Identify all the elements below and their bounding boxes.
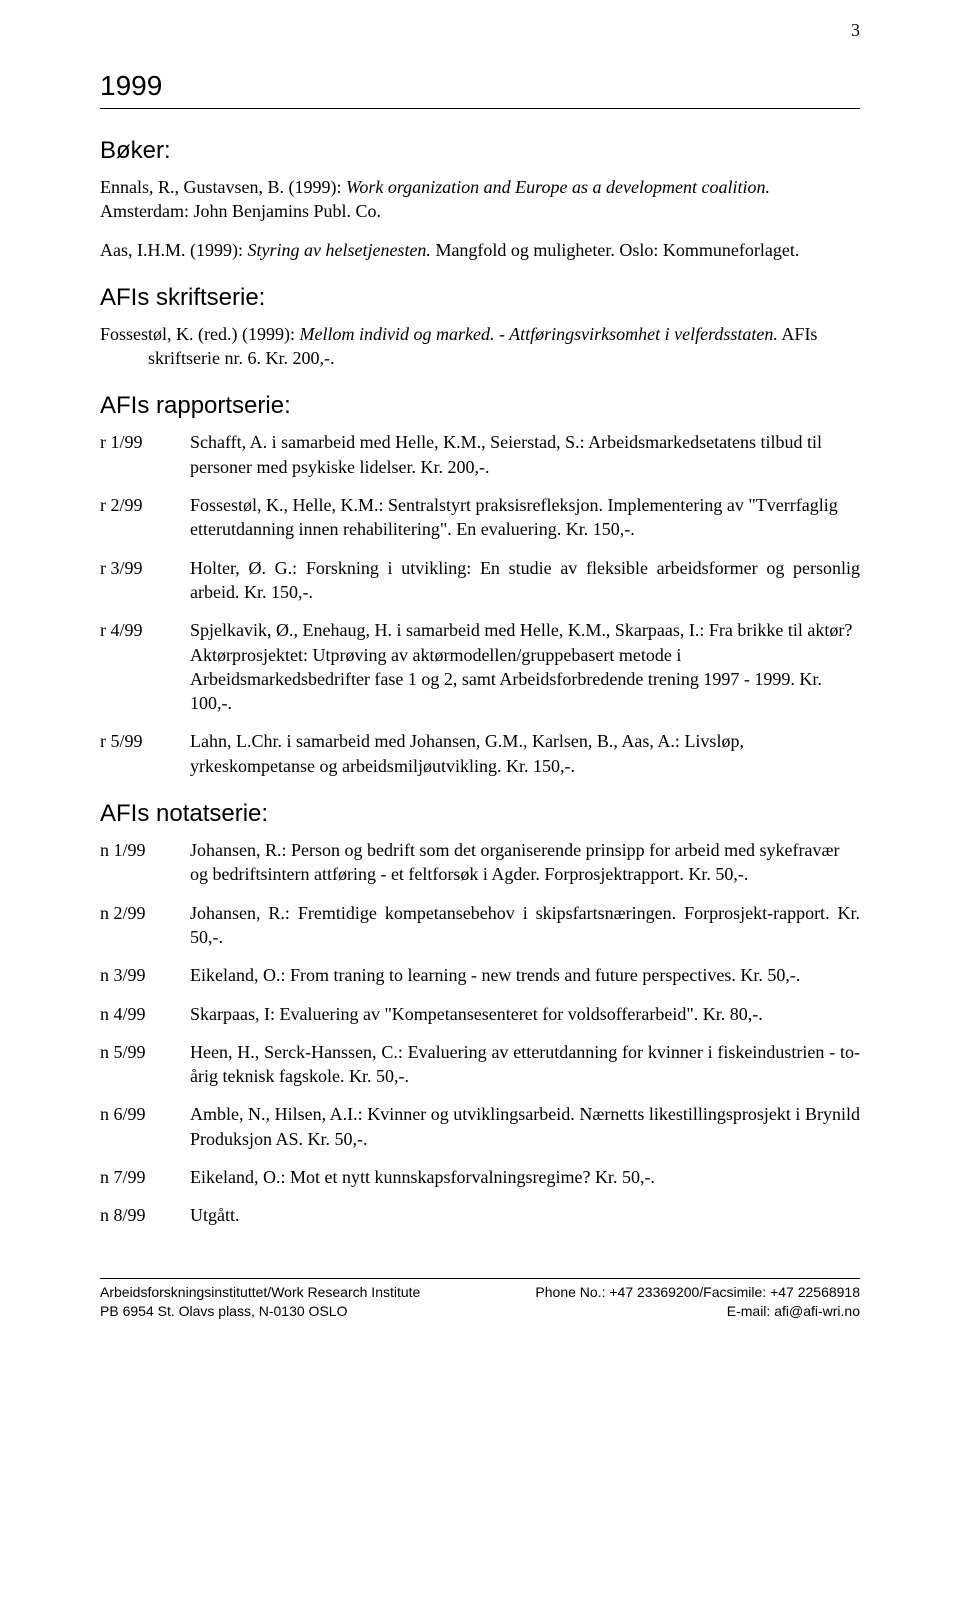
footer-phone: Phone No.: +47 23369200/Facsimile: +47 2… — [535, 1283, 860, 1303]
item-pre: Johansen, R.: — [190, 840, 291, 860]
section-heading-skriftserie: AFIs skriftserie: — [100, 284, 860, 312]
book-item: Ennals, R., Gustavsen, B. (1999): Work o… — [100, 175, 860, 224]
item-code: n 4/99 — [100, 1002, 190, 1026]
item-pre: Johansen, R.: — [190, 903, 298, 923]
item-pre: Schafft, A. i samarbeid med Helle, K.M.,… — [190, 432, 588, 452]
notat-item: n 5/99 Heen, H., Serck-Hanssen, C.: Eval… — [100, 1040, 860, 1089]
item-pre: Lahn, L.Chr. i samarbeid med Johansen, G… — [190, 731, 684, 751]
notat-item: n 1/99 Johansen, R.: Person og bedrift s… — [100, 838, 860, 887]
item-content: Johansen, R.: Fremtidige kompetansebehov… — [190, 901, 860, 950]
item-pre: Utgått. — [190, 1205, 240, 1225]
footer-email: E-mail: afi@afi-wri.no — [535, 1302, 860, 1322]
page: 3 1999 Bøker: Ennals, R., Gustavsen, B. … — [0, 0, 960, 1611]
item-pre: Eikeland, O.: — [190, 965, 290, 985]
item-pre: Aas, I.H.M. (1999): — [100, 240, 247, 260]
item-pre: Spjelkavik, Ø., Enehaug, H. i samarbeid … — [190, 620, 709, 640]
page-number: 3 — [851, 20, 860, 41]
book-item: Aas, I.H.M. (1999): Styring av helsetjen… — [100, 238, 860, 262]
item-content: Fossestøl, K., Helle, K.M.: Sentralstyrt… — [190, 493, 860, 542]
year-heading: 1999 — [100, 70, 860, 102]
item-code: r 3/99 — [100, 556, 190, 605]
item-content: Heen, H., Serck-Hanssen, C.: Evaluering … — [190, 1040, 860, 1089]
item-content: Skarpaas, I: Evaluering av "Kompetansese… — [190, 1002, 860, 1026]
item-post: Kr. 50,-. — [590, 1167, 655, 1187]
item-pre: Fossestøl, K., Helle, K.M.: — [190, 495, 388, 515]
item-post: Kr. 80,-. — [698, 1004, 763, 1024]
item-pre: Eikeland, O.: — [190, 1167, 290, 1187]
item-post: Kr. 50,-. — [684, 864, 749, 884]
section-heading-notatserie: AFIs notatserie: — [100, 800, 860, 828]
item-code: r 5/99 — [100, 729, 190, 778]
item-code: n 5/99 — [100, 1040, 190, 1089]
item-post: Kr. 150,-. — [239, 582, 313, 602]
page-footer: Arbeidsforskningsinstituttet/Work Resear… — [100, 1278, 860, 1322]
item-code: n 1/99 — [100, 838, 190, 887]
item-pre: Fossestøl, K. (red.) (1999): — [100, 324, 299, 344]
notat-item: n 8/99 Utgått. — [100, 1203, 860, 1227]
item-pre: Amble, N., Hilsen, A.I.: — [190, 1104, 367, 1124]
footer-institute: Arbeidsforskningsinstituttet/Work Resear… — [100, 1283, 420, 1303]
item-code: r 4/99 — [100, 618, 190, 715]
item-content: Johansen, R.: Person og bedrift som det … — [190, 838, 860, 887]
item-post: Kr. 200,-. — [416, 457, 490, 477]
item-code: r 2/99 — [100, 493, 190, 542]
item-content: Lahn, L.Chr. i samarbeid med Johansen, G… — [190, 729, 860, 778]
item-content: Holter, Ø. G.: Forskning i utvikling: En… — [190, 556, 860, 605]
item-code: n 7/99 — [100, 1165, 190, 1189]
item-content: Schafft, A. i samarbeid med Helle, K.M.,… — [190, 430, 860, 479]
item-post: Kr. 150,-. — [561, 519, 635, 539]
item-pre: Heen, H., Serck-Hanssen, C.: — [190, 1042, 408, 1062]
item-title: Work organization and Europe as a develo… — [346, 177, 770, 197]
notat-item: n 3/99 Eikeland, O.: From traning to lea… — [100, 963, 860, 987]
rapport-item: r 5/99 Lahn, L.Chr. i samarbeid med Joha… — [100, 729, 860, 778]
item-pre: Holter, Ø. G.: — [190, 558, 306, 578]
item-post: Kr. 50,-. — [344, 1066, 409, 1086]
footer-address: PB 6954 St. Olavs plass, N-0130 OSLO — [100, 1302, 420, 1322]
rapport-item: r 4/99 Spjelkavik, Ø., Enehaug, H. i sam… — [100, 618, 860, 715]
footer-left: Arbeidsforskningsinstituttet/Work Resear… — [100, 1283, 420, 1322]
skriftserie-item: Fossestøl, K. (red.) (1999): Mellom indi… — [100, 322, 860, 371]
item-content: Eikeland, O.: Mot et nytt kunnskapsforva… — [190, 1165, 860, 1189]
item-title: From traning to learning - new trends an… — [290, 965, 736, 985]
section-heading-boker: Bøker: — [100, 137, 860, 165]
item-code: n 2/99 — [100, 901, 190, 950]
item-content: Utgått. — [190, 1203, 860, 1227]
item-content: Spjelkavik, Ø., Enehaug, H. i samarbeid … — [190, 618, 860, 715]
section-heading-rapportserie: AFIs rapportserie: — [100, 392, 860, 420]
item-title: Mellom individ og marked. - Attføringsvi… — [299, 324, 777, 344]
item-title: Evaluering av "Kompetansesenteret for vo… — [279, 1004, 698, 1024]
rapport-item: r 3/99 Holter, Ø. G.: Forskning i utvikl… — [100, 556, 860, 605]
rapport-item: r 1/99 Schafft, A. i samarbeid med Helle… — [100, 430, 860, 479]
item-code: n 6/99 — [100, 1102, 190, 1151]
item-title: Mot et nytt kunnskapsforvalningsregime? — [290, 1167, 590, 1187]
notat-item: n 7/99 Eikeland, O.: Mot et nytt kunnska… — [100, 1165, 860, 1189]
item-post: Amsterdam: John Benjamins Publ. Co. — [100, 201, 381, 221]
item-post: Mangfold og muligheter. Oslo: Kommunefor… — [431, 240, 799, 260]
horizontal-rule — [100, 108, 860, 109]
item-title: Fremtidige kompetansebehov i skipsfartsn… — [298, 903, 830, 923]
notat-item: n 4/99 Skarpaas, I: Evaluering av "Kompe… — [100, 1002, 860, 1026]
item-code: n 3/99 — [100, 963, 190, 987]
footer-right: Phone No.: +47 23369200/Facsimile: +47 2… — [535, 1283, 860, 1322]
item-post: Kr. 150,-. — [501, 756, 575, 776]
item-pre: Ennals, R., Gustavsen, B. (1999): — [100, 177, 346, 197]
rapport-item: r 2/99 Fossestøl, K., Helle, K.M.: Sentr… — [100, 493, 860, 542]
item-title: Styring av helsetjenesten. — [247, 240, 430, 260]
item-content: Amble, N., Hilsen, A.I.: Kvinner og utvi… — [190, 1102, 860, 1151]
item-pre: Skarpaas, I: — [190, 1004, 279, 1024]
item-post: Kr. 50,-. — [736, 965, 801, 985]
item-content: Eikeland, O.: From traning to learning -… — [190, 963, 860, 987]
notat-item: n 2/99 Johansen, R.: Fremtidige kompetan… — [100, 901, 860, 950]
notat-item: n 6/99 Amble, N., Hilsen, A.I.: Kvinner … — [100, 1102, 860, 1151]
item-post: Kr. 50,-. — [303, 1129, 368, 1149]
item-code: r 1/99 — [100, 430, 190, 479]
item-code: n 8/99 — [100, 1203, 190, 1227]
